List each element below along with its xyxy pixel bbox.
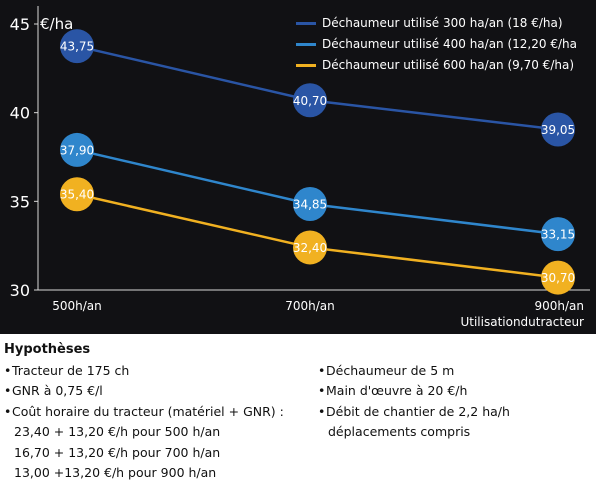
data-point-1-0 [60, 132, 94, 167]
data-label-2-1: 32,40 [293, 241, 327, 255]
data-label-0-1: 40,70 [293, 94, 327, 108]
data-point-1-2 [541, 217, 575, 252]
hyp-left-5: 13,00 +13,20 €/h pour 900 h/an [14, 465, 217, 480]
x-axis-label: Utilisationdutracteur [460, 315, 584, 329]
legend-entry-600: Déchaumeur utilisé 600 ha/an (9,70 €/ha) [296, 55, 577, 76]
hypotheses-left-column: Tracteur de 175 ch GNR à 0,75 €/l Coût h… [4, 361, 318, 484]
hyp-right-2: Débit de chantier de 2,2 ha/h [318, 402, 592, 423]
data-label-0-2: 39,05 [541, 123, 575, 137]
hypotheses-section: Hypothèses Tracteur de 175 ch GNR à 0,75… [4, 340, 592, 484]
hyp-left-0: Tracteur de 175 ch [4, 361, 318, 382]
y-tick-label-35: 35 [10, 192, 30, 211]
legend-swatch-300 [296, 22, 316, 25]
hypotheses-title: Hypothèses [4, 342, 91, 357]
hypotheses-right-column: Déchaumeur de 5 m Main d'œuvre à 20 €/h … [318, 361, 592, 484]
y-tick-label-30: 30 [10, 281, 30, 300]
data-point-0-0 [60, 29, 94, 64]
x-tick-label-0: 500h/an [52, 299, 102, 313]
data-label-1-2: 33,15 [541, 228, 575, 242]
y-unit-label: €/ha [40, 15, 73, 33]
legend-label-600: Déchaumeur utilisé 600 ha/an (9,70 €/ha) [322, 58, 574, 72]
data-point-0-1 [293, 83, 327, 118]
legend-swatch-600 [296, 64, 316, 67]
x-tick-label-2: 900h/an [534, 299, 584, 313]
data-label-0-0: 43,75 [60, 40, 94, 54]
hyp-right-3: déplacements compris [328, 424, 471, 439]
y-tick-label-40: 40 [10, 104, 30, 123]
y-tick-label-45: 45 [10, 15, 30, 34]
chart-legend: Déchaumeur utilisé 300 ha/an (18 €/ha) D… [296, 13, 577, 76]
x-tick-label-1: 700h/an [285, 299, 335, 313]
data-point-2-1 [293, 230, 327, 265]
data-point-2-2 [541, 260, 575, 295]
legend-label-300: Déchaumeur utilisé 300 ha/an (18 €/ha) [322, 16, 563, 30]
legend-label-400: Déchaumeur utilisé 400 ha/an (12,20 €/ha [322, 37, 577, 51]
hyp-left-1: GNR à 0,75 €/l [4, 381, 318, 402]
chart-panel: 30 35 40 45 €/ha 500h/an 700h/an 900h/an Utilisa… [0, 0, 596, 334]
hyp-right-1: Main d'œuvre à 20 €/h [318, 381, 592, 402]
data-label-1-1: 34,85 [293, 197, 327, 211]
data-label-1-0: 37,90 [60, 143, 94, 157]
hyp-left-4: 16,70 + 13,20 €/h pour 700 h/an [14, 444, 221, 460]
legend-swatch-400 [296, 43, 316, 46]
legend-entry-400: Déchaumeur utilisé 400 ha/an (12,20 €/ha [296, 34, 577, 55]
hyp-left-3: 23,40 + 13,20 €/h pour 500 h/an [14, 424, 221, 439]
data-point-2-0 [60, 177, 94, 212]
hyp-right-0: Déchaumeur de 5 m [318, 361, 592, 382]
legend-entry-300: Déchaumeur utilisé 300 ha/an (18 €/ha) [296, 13, 577, 34]
data-label-2-2: 30,70 [541, 271, 575, 285]
hyp-left-2: Coût horaire du tracteur (matériel + GNR… [4, 402, 318, 423]
data-label-2-0: 35,40 [60, 188, 94, 202]
line-chart: 30 35 40 45 €/ha 500h/an 700h/an 900h/an Utilisa… [10, 6, 590, 329]
data-point-1-1 [293, 186, 327, 221]
data-point-0-2 [541, 112, 575, 147]
